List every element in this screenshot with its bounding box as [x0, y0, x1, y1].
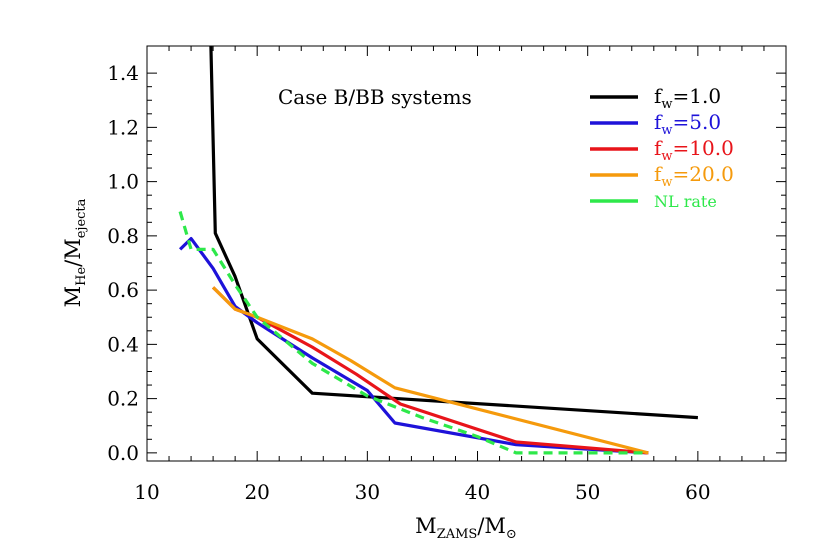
legend-label: fw=1.0 — [654, 84, 721, 112]
y-tick-label: 0.2 — [107, 387, 139, 411]
y-tick-label: 0.4 — [107, 332, 139, 356]
x-tick-label: 30 — [355, 480, 380, 504]
legend-label: fw=20.0 — [654, 162, 734, 190]
series-line-4 — [178, 211, 649, 455]
legend: fw=1.0fw=5.0fw=10.0fw=20.0 NL rate — [590, 84, 734, 211]
legend-label: NL rate — [654, 192, 717, 211]
legend-label: fw=5.0 — [654, 110, 721, 138]
chart-annotation: Case B/BB systems — [278, 85, 472, 109]
series-line-0 — [209, 46, 699, 420]
x-tick-label: 10 — [134, 480, 159, 504]
x-tick-label: 60 — [685, 480, 710, 504]
legend-label: fw=10.0 — [654, 136, 734, 164]
series-line-3 — [211, 286, 649, 455]
series-line-1 — [178, 237, 649, 455]
x-tick-label: 40 — [465, 480, 490, 504]
y-tick-label: 1.0 — [107, 170, 139, 194]
y-axis-label: MHe/Mejecta — [61, 198, 89, 307]
x-tick-label: 20 — [244, 480, 269, 504]
axis-ticks: 10 20 30 40 50 60 0.0 0.2 0.4 0.6 0.8 1.0 1.2 1.4 — [107, 46, 787, 504]
y-tick-label: 1.2 — [107, 115, 139, 139]
y-tick-label: 0.6 — [107, 278, 139, 302]
series-layer — [178, 46, 699, 455]
y-tick-label: 1.4 — [107, 61, 139, 85]
y-tick-label: 0.0 — [107, 441, 139, 465]
x-tick-label: 50 — [575, 480, 600, 504]
plot-frame — [146, 45, 787, 462]
y-tick-label: 0.8 — [107, 224, 139, 248]
x-axis-label: MZAMS/M⊙ — [415, 514, 517, 542]
